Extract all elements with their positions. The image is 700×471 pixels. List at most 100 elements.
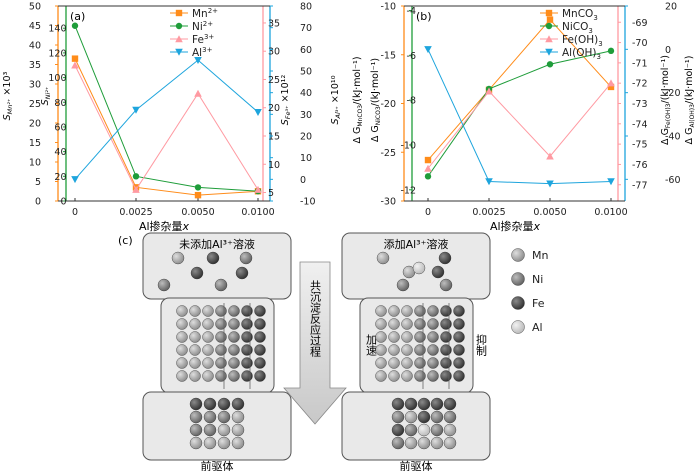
series-line-2: [427, 82, 612, 169]
data-point: [546, 16, 554, 23]
mn-particle: [417, 436, 431, 450]
mn-particle: [430, 436, 444, 450]
mn-particle: [231, 423, 245, 437]
mn-particle: [401, 318, 413, 330]
x-tick-label: 0.0050: [181, 207, 214, 218]
mn-particle: [203, 436, 217, 450]
title-right: 添加Al³⁺溶液: [384, 237, 449, 251]
mn-particle: [189, 344, 201, 356]
fe-particle: [217, 397, 231, 411]
mn-particle: [176, 331, 188, 343]
tick-label: -20: [665, 88, 681, 99]
data-point: [254, 185, 262, 193]
tick-label: 20: [268, 103, 280, 114]
precursor-label-right: 前驱体: [400, 459, 433, 471]
ni-particle: [215, 318, 227, 330]
arrow-label: 共沉淀反应过程: [309, 280, 322, 358]
panel-b-label: (b): [416, 10, 432, 23]
fe-particle: [417, 397, 431, 411]
ni-particle: [391, 436, 405, 450]
mn-particle: [202, 344, 214, 356]
series-line-2: [74, 65, 259, 191]
fe-particle: [254, 305, 266, 317]
mn-particle: [189, 436, 203, 450]
data-point: [424, 46, 432, 54]
tick-label: 20: [54, 172, 66, 183]
ni-particle: [214, 278, 228, 292]
ni-particle: [427, 305, 439, 317]
ni-particle: [443, 410, 457, 424]
data-point: [424, 173, 432, 180]
tick-label: -77: [632, 180, 648, 191]
panel-a-label: (a): [70, 10, 85, 23]
legend-ni-ball: [511, 272, 525, 286]
tick-label: -4: [407, 6, 416, 17]
legend-marker: [175, 35, 183, 43]
mn-particle: [189, 318, 201, 330]
fe-particle: [189, 397, 203, 411]
x-tick-label: 0.0100: [241, 207, 274, 218]
mn-particle: [189, 357, 201, 369]
data-point: [607, 79, 615, 87]
tick-label: -73: [632, 99, 648, 110]
panel-b-chart: -30 -25 -20 -15 -10 -12 -10 -8 -6 -4 -77 -76 -75 -74 -…: [352, 2, 696, 234]
data-point: [546, 152, 554, 160]
legend-marker: [175, 48, 183, 56]
series-line-1: [74, 25, 259, 192]
ylabel-b-fe: Δ GFe(OH)3/(kJ·mol⁻¹): [660, 55, 672, 145]
fe-particle: [241, 370, 253, 382]
tick-label: -8: [407, 96, 416, 107]
mn-particle: [375, 331, 387, 343]
mn-particle: [375, 318, 387, 330]
series-line-0: [427, 18, 612, 161]
fe-particle: [453, 331, 465, 343]
mn-particle: [404, 410, 418, 424]
ni-particle: [414, 357, 426, 369]
x-tick-label: 0: [425, 207, 431, 218]
data-point: [424, 156, 432, 164]
tick-label: 0: [60, 197, 66, 208]
legend-marker: [545, 48, 553, 56]
data-point: [607, 178, 615, 186]
fe-particle: [241, 331, 253, 343]
tick-label: 5: [268, 188, 274, 199]
tick-label: 40: [29, 41, 41, 52]
ni-particle: [215, 331, 227, 343]
tick-label: -69: [632, 18, 648, 29]
ni-particle: [228, 370, 240, 382]
data-point: [132, 106, 140, 114]
ni-particle: [404, 423, 418, 437]
legend-marker: [545, 22, 553, 30]
mn-particle: [401, 305, 413, 317]
mn-particle: [443, 423, 457, 437]
legend-marker: [545, 35, 553, 43]
side-label-right: 抑制: [475, 333, 488, 356]
legend-fe-ball: [511, 296, 525, 310]
ni-particle: [414, 344, 426, 356]
tick-label: 15: [268, 132, 280, 143]
tick-label: -15: [380, 50, 396, 61]
legend-marker: [175, 22, 183, 30]
tick-label: 80: [54, 98, 66, 109]
tick-label: 0: [35, 197, 41, 208]
mn-particle: [176, 318, 188, 330]
mn-particle: [404, 436, 418, 450]
x-tick-label: 0: [72, 207, 78, 218]
mn-particle: [388, 318, 400, 330]
fe-particle: [443, 397, 457, 411]
tick-label: 5: [35, 177, 41, 188]
mn-particle: [189, 305, 201, 317]
ylabel-b-mn: Δ GMnCO3/(kJ·mol⁻¹): [352, 56, 364, 143]
tick-label: 25: [29, 99, 41, 110]
mn-particle: [202, 318, 214, 330]
ni-particle: [228, 344, 240, 356]
tick-label: 0: [300, 175, 306, 186]
al-particle: [412, 261, 426, 275]
al-particle: [417, 423, 431, 437]
fe-particle: [440, 331, 452, 343]
legend-label: Fe(OH)3: [562, 34, 603, 48]
tick-label: -10: [380, 2, 396, 13]
tick-label: 45: [29, 21, 41, 32]
fe-particle: [241, 344, 253, 356]
data-point: [71, 176, 79, 184]
